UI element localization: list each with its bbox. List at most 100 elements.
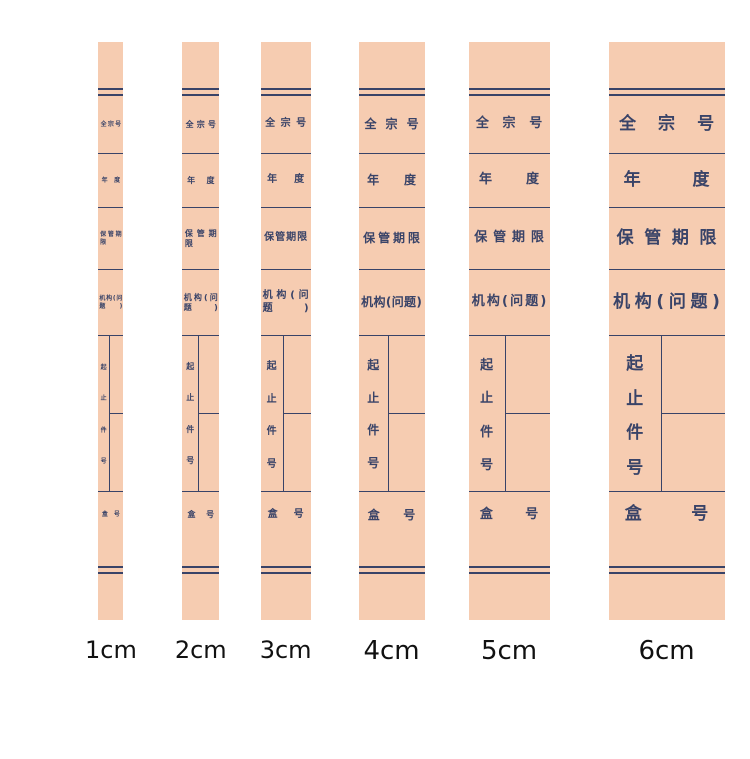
start-end-char: 号 [100,457,107,465]
year-label: 年度 [367,173,416,187]
field-fonds-number: 全宗号 [182,96,220,154]
box-number-label: 盒号 [187,510,215,519]
start-number-cell [661,336,725,414]
start-end-char: 号 [186,456,195,466]
box-number-label: 盒号 [101,511,120,519]
field-fonds-number: 全宗号 [260,96,311,154]
start-end-char: 号 [367,456,380,471]
strip-top-blank [182,42,219,88]
spine-label-6cm: 全宗号 年度 保管期限 机构(问题) 起 止 件 号 盒号 [608,42,725,620]
year-label: 年度 [623,169,710,190]
field-fonds-number: 全宗号 [468,96,550,154]
start-end-vertical-label: 起 止 件 号 [182,336,200,491]
start-end-char: 起 [266,361,277,373]
year-label: 年度 [267,174,305,186]
start-end-char: 件 [186,424,195,434]
start-end-char: 件 [100,426,107,434]
start-end-char: 止 [100,395,107,403]
bottom-double-rule [608,566,725,574]
field-start-end-numbers: 起 止 件 号 [608,336,725,492]
field-organization: 机构(问题) [468,270,550,336]
variant-4cm: 全宗号 年度 保管期限 机构(问题) 起 止 件 号 盒号 [358,42,425,666]
field-year: 年度 [98,154,124,208]
organization-label: 机构(问题) [99,295,123,310]
strip-gap [182,538,219,566]
start-end-cells [388,336,425,491]
field-box-number: 盒号 [469,492,550,538]
field-start-end-numbers: 起 止 件 号 [358,336,425,492]
strip-bottom-blank [609,574,725,620]
start-end-char: 止 [480,391,494,407]
spine-label-4cm: 全宗号 年度 保管期限 机构(问题) 起 止 件 号 盒号 [358,42,425,620]
year-label: 年度 [101,176,121,184]
start-end-char: 止 [367,390,380,405]
field-box-number: 盒号 [98,492,123,538]
field-box-number: 盒号 [359,492,425,538]
top-double-rule [260,88,311,96]
box-number-label: 盒号 [367,507,416,522]
spine-label-row: 全宗号 年度 保管期限 机构(问题) 起 止 件 号 盒号 [85,42,725,666]
field-year: 年度 [260,154,311,208]
box-number-label: 盒号 [479,506,539,522]
start-end-char: 件 [480,424,494,440]
field-retention-period: 保管期限 [608,208,725,270]
field-year: 年度 [182,154,220,208]
start-end-char: 止 [626,388,644,409]
box-number-label: 盒号 [267,508,304,520]
field-box-number: 盒号 [182,492,219,538]
field-organization: 机构(问题) [182,270,220,336]
retention-period-label: 保管期限 [474,230,544,246]
strip-bottom-blank [261,574,311,620]
retention-period-label: 保管期限 [264,232,308,244]
strip-top-blank [609,42,725,88]
strip-top-blank [359,42,425,88]
field-retention-period: 保管期限 [98,208,124,270]
end-number-cell [506,414,550,491]
start-number-cell [505,336,550,414]
bottom-double-rule [182,566,220,574]
field-retention-period: 保管期限 [260,208,311,270]
start-end-char: 止 [186,393,195,403]
size-label-4cm: 4cm [363,636,420,666]
start-number-cell [283,336,311,414]
start-end-cells [283,336,311,491]
size-label-5cm: 5cm [480,636,538,666]
organization-label: 机构(问题) [613,291,720,312]
variant-3cm: 全宗号 年度 保管期限 机构(问题) 起 止 件 号 盒号 [260,42,312,664]
spine-label-1cm: 全宗号 年度 保管期限 机构(问题) 起 止 件 号 盒号 [98,42,124,620]
start-end-char: 起 [626,354,644,375]
start-end-char: 起 [480,358,494,374]
variant-6cm: 全宗号 年度 保管期限 机构(问题) 起 止 件 号 盒号 [608,42,725,666]
top-double-rule [98,88,124,96]
strip-bottom-blank [359,574,425,620]
strip-gap [98,538,123,566]
field-box-number: 盒号 [261,492,311,538]
variant-1cm: 全宗号 年度 保管期限 机构(问题) 起 止 件 号 盒号 [85,42,137,664]
bottom-double-rule [260,566,311,574]
fonds-number-label: 全宗号 [185,119,216,129]
organization-label: 机构(问题) [183,292,218,312]
start-end-char: 件 [266,426,277,438]
strip-gap [359,538,425,566]
field-organization: 机构(问题) [608,270,725,336]
end-number-cell [110,414,124,491]
bottom-double-rule [358,566,425,574]
end-number-cell [199,414,219,491]
start-end-char: 件 [367,423,380,438]
bottom-double-rule [468,566,550,574]
start-end-char: 号 [266,458,277,470]
start-end-char: 起 [186,361,195,371]
start-end-vertical-label: 起 止 件 号 [469,336,506,491]
start-number-cell [109,336,124,414]
start-end-cells [505,336,550,491]
field-fonds-number: 全宗号 [98,96,124,154]
strip-gap [609,538,725,566]
retention-period-label: 保管期限 [184,228,217,248]
start-end-vertical-label: 起 止 件 号 [359,336,389,491]
spine-label-3cm: 全宗号 年度 保管期限 机构(问题) 起 止 件 号 盒号 [260,42,311,620]
top-double-rule [468,88,550,96]
field-year: 年度 [468,154,550,208]
size-label-1cm: 1cm [85,636,137,664]
field-retention-period: 保管期限 [182,208,220,270]
end-number-cell [662,414,725,491]
